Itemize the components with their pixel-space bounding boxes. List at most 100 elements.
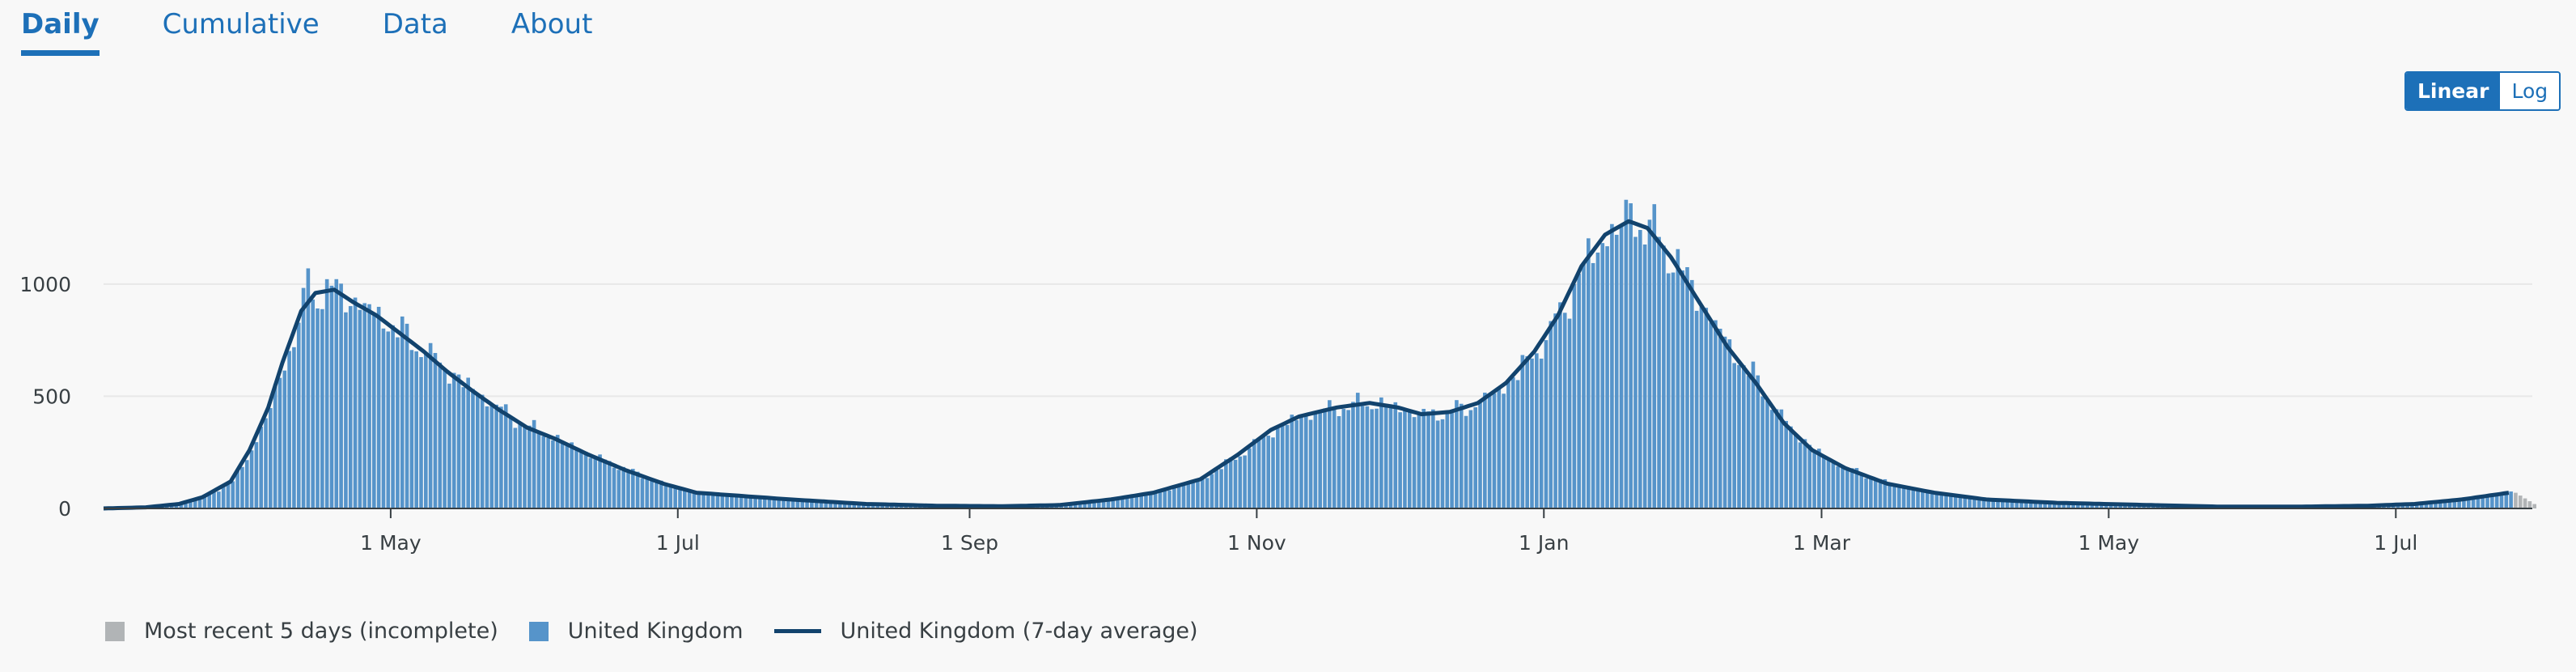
bar-daily: [1308, 419, 1313, 508]
bar-daily: [1510, 377, 1515, 508]
bar-daily: [1285, 424, 1290, 508]
bar-daily: [1139, 495, 1143, 508]
bar-daily: [546, 437, 550, 508]
bar-daily: [1129, 495, 1134, 508]
bar-daily: [866, 504, 871, 508]
tab-cumulative[interactable]: Cumulative: [162, 8, 320, 40]
bar-daily: [428, 342, 433, 508]
bar-daily: [235, 470, 239, 508]
tab-data[interactable]: Data: [382, 8, 448, 40]
bar-daily: [2085, 503, 2090, 508]
bar-daily: [1440, 419, 1445, 508]
bar-daily: [1431, 409, 1435, 508]
bar-daily: [810, 500, 814, 508]
log-scale-button[interactable]: Log: [2500, 73, 2560, 109]
tab-about[interactable]: About: [511, 8, 593, 40]
bar-daily: [1831, 460, 1836, 508]
bar-daily: [456, 374, 461, 508]
bar-daily: [2043, 502, 2047, 508]
bar-daily: [339, 283, 343, 508]
bar-daily: [1134, 495, 1139, 508]
bar-daily: [278, 377, 282, 508]
legend-item-united-kingdom: United Kingdom: [528, 619, 744, 644]
bar-daily: [706, 493, 710, 508]
bar-daily: [1196, 480, 1200, 508]
bar-daily: [1243, 455, 1247, 508]
bar-incomplete: [2527, 501, 2532, 508]
bar-daily: [772, 498, 777, 508]
bar-daily: [419, 357, 423, 508]
bar-daily: [1341, 409, 1346, 508]
bar-daily: [1873, 478, 1878, 508]
bar-daily: [1365, 406, 1370, 508]
bar-daily: [1172, 487, 1176, 508]
bar-daily: [518, 423, 522, 508]
bar-daily: [503, 404, 508, 508]
legend-label-incomplete: Most recent 5 days (incomplete): [144, 619, 498, 644]
bar-daily: [852, 502, 857, 508]
bar-daily: [2400, 504, 2405, 508]
bar-daily: [1685, 266, 1689, 508]
bar-daily: [1450, 412, 1454, 508]
linear-scale-button[interactable]: Linear: [2406, 73, 2501, 109]
bar-daily: [1704, 308, 1709, 508]
bar-daily: [264, 418, 268, 508]
bar-daily: [1774, 409, 1779, 508]
bar-daily: [1939, 494, 1943, 508]
scale-toggle: Linear Log: [2404, 71, 2561, 111]
bar-daily: [730, 494, 734, 508]
bar-daily: [1577, 274, 1581, 508]
bar-daily: [376, 306, 381, 508]
bar-daily: [762, 496, 767, 508]
bar-daily: [480, 394, 485, 508]
bar-daily: [1492, 393, 1497, 508]
bar-daily: [786, 499, 790, 508]
bar-daily: [1087, 502, 1091, 508]
bar-daily: [2438, 501, 2443, 508]
bar-daily: [1398, 412, 1402, 508]
bar-daily: [720, 495, 725, 508]
bar-daily: [659, 480, 663, 508]
bar-daily: [476, 394, 480, 508]
bar-daily: [2391, 505, 2396, 508]
bar-daily: [1520, 355, 1525, 508]
bar-daily: [2080, 503, 2085, 508]
bar-daily: [1186, 482, 1191, 508]
bar-daily: [1948, 493, 1953, 508]
bar-daily: [292, 347, 296, 508]
bar-daily: [2490, 496, 2494, 508]
bar-daily: [1351, 402, 1355, 508]
bar-daily: [805, 500, 809, 508]
bar-daily: [1214, 470, 1219, 508]
bar-daily: [607, 461, 612, 508]
legend-swatch-united-kingdom: [528, 621, 549, 641]
bar-daily: [1859, 474, 1864, 508]
bar-incomplete: [2518, 495, 2523, 508]
bar-daily: [678, 488, 682, 508]
bar-daily: [348, 306, 353, 508]
bar-daily: [2099, 504, 2104, 508]
bar-daily: [1379, 397, 1383, 508]
bar-daily: [1849, 468, 1854, 508]
bar-daily: [2481, 496, 2485, 508]
bar-daily: [1403, 410, 1407, 508]
bar-daily: [1266, 436, 1271, 508]
bar-daily: [1299, 417, 1303, 508]
bar-daily: [847, 503, 852, 508]
x-tick-label: 1 Jul: [656, 531, 700, 555]
bar-daily: [372, 313, 376, 508]
bar-daily: [758, 497, 762, 508]
bar-daily: [612, 467, 616, 508]
bar-daily: [715, 495, 720, 508]
bar-daily: [1219, 469, 1223, 508]
tab-daily[interactable]: Daily: [21, 8, 100, 56]
bar-daily: [1276, 425, 1280, 508]
bar-daily: [296, 322, 301, 508]
bar-daily: [1148, 492, 1153, 508]
bar-daily: [1101, 500, 1106, 508]
bar-daily: [616, 470, 621, 508]
bar-daily: [1271, 437, 1275, 508]
bar-daily: [1652, 204, 1657, 509]
bar-daily: [2485, 495, 2489, 508]
bar-daily: [2424, 503, 2429, 508]
